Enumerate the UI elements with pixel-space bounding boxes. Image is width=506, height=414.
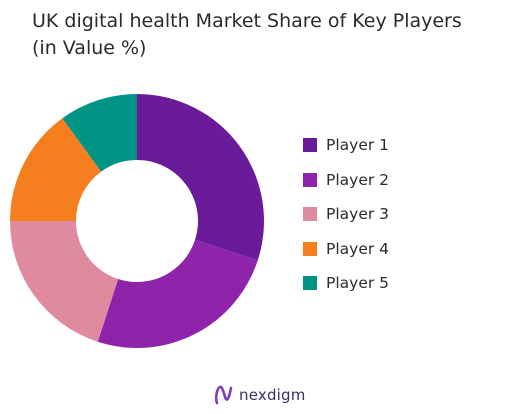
donut-slice-player-4 (10, 118, 102, 221)
brand-name: nexdigm (239, 386, 306, 404)
legend-label-player-2: Player 2 (326, 170, 390, 189)
chart-title-line-1: UK digital health Market Share of Key Pl… (32, 10, 462, 32)
legend-item-player-3: Player 3 (303, 197, 389, 232)
legend-item-player-5: Player 5 (303, 266, 389, 301)
chart-title: UK digital health Market Share of Key Pl… (32, 8, 492, 62)
legend-swatch-player-4 (303, 241, 317, 256)
legend-label-player-5: Player 5 (326, 274, 390, 293)
chart-legend: Player 1 Player 2 Player 3 Player 4 Play… (303, 128, 389, 301)
legend-swatch-player-1 (303, 138, 317, 153)
donut-slice-player-3 (10, 221, 119, 342)
legend-swatch-player-2 (303, 172, 317, 187)
nexdigm-logo-icon (214, 385, 233, 405)
donut-slice-player-2 (97, 239, 258, 348)
legend-label-player-1: Player 1 (326, 136, 390, 155)
legend-label-player-4: Player 4 (326, 239, 390, 258)
legend-item-player-1: Player 1 (303, 128, 389, 163)
legend-swatch-player-3 (303, 207, 317, 222)
donut-slice-player-1 (137, 94, 264, 261)
legend-item-player-2: Player 2 (303, 163, 389, 198)
brand-footer: nexdigm (214, 384, 306, 406)
legend-item-player-4: Player 4 (303, 232, 389, 267)
chart-title-line-2: (in Value %) (32, 37, 147, 59)
donut-slice-player-5 (62, 94, 137, 172)
legend-swatch-player-5 (303, 276, 317, 291)
legend-label-player-3: Player 3 (326, 205, 390, 224)
